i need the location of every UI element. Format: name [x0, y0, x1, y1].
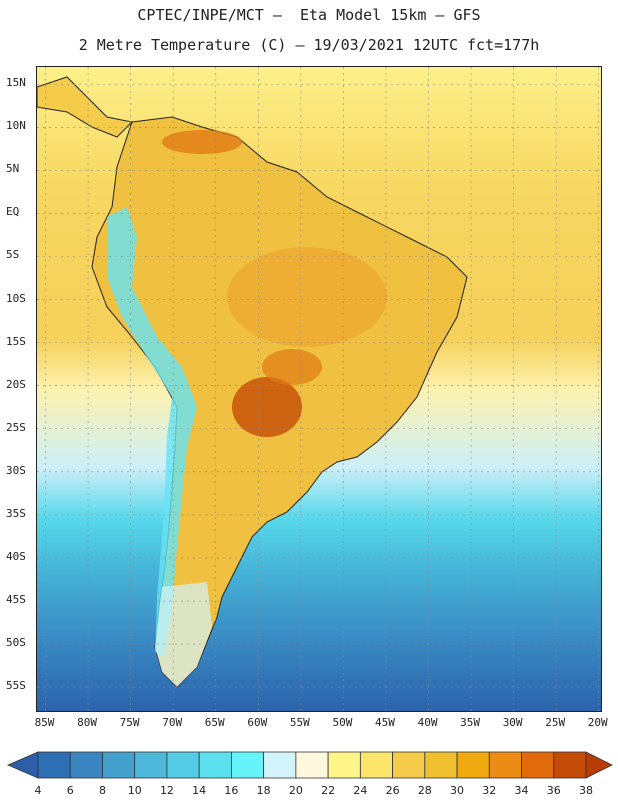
colorbar-tick-label: 12 [159, 784, 174, 797]
longitude-tick-label: 85W [34, 716, 55, 729]
latitude-tick-label: 55S [6, 679, 26, 693]
longitude-tick-label: 45W [375, 716, 395, 729]
map-frame [36, 66, 602, 712]
andes-cold-band [107, 207, 197, 657]
longitude-tick-label: 20W [587, 716, 608, 729]
colorbar-tick-label: 24 [353, 784, 368, 797]
hot-zone-chaco [232, 377, 302, 437]
colorbar-tick-label: 32 [482, 784, 497, 797]
patagonia-cool-band [155, 582, 212, 687]
longitude-tick-label: 50W [332, 716, 353, 729]
latitude-tick-label: 30S [6, 463, 26, 477]
colorbar-swatch [69, 751, 103, 779]
colorbar-swatch [134, 751, 168, 779]
longitude-tick-label: 40W [417, 716, 438, 729]
colorbar-swatch [166, 751, 200, 779]
colorbar-swatch [327, 751, 361, 779]
colorbar-tick-label: 6 [66, 784, 74, 797]
latitude-tick-label: EQ [6, 205, 20, 219]
latitude-tick-label: 10S [6, 291, 26, 305]
longitude-tick-label: 60W [247, 716, 268, 729]
colorbar-tick-label: 20 [288, 784, 303, 797]
colorbar-tick-label: 28 [417, 784, 432, 797]
lat-lon-grid [37, 67, 601, 711]
colorbar-swatch [424, 751, 458, 779]
longitude-tick-label: 65W [204, 716, 225, 729]
warm-zone-amazon [227, 247, 387, 347]
colorbar-tick-label: 4 [34, 784, 42, 797]
colorbar-tick-label: 10 [127, 784, 142, 797]
chart-title: CPTEC/INPE/MCT – Eta Model 15km – GFS [137, 6, 481, 24]
latitude-tick-label: 15N [6, 76, 26, 90]
colorbar-swatch [263, 751, 297, 779]
latitude-tick-label: 5S [6, 248, 20, 262]
color-scale-bar [6, 751, 613, 779]
colorbar-swatch [392, 751, 426, 779]
colorbar-swatch [456, 751, 490, 779]
latitude-tick-label: 15S [6, 334, 26, 348]
colorbar-under-arrow [6, 751, 39, 779]
colorbar-swatch [37, 751, 71, 779]
hot-zone-mato-grosso [262, 349, 322, 385]
colorbar-tick-label: 16 [224, 784, 239, 797]
colorbar-swatch [521, 751, 555, 779]
latitude-tick-label: 50S [6, 636, 26, 650]
longitude-tick-label: 25W [545, 716, 566, 729]
colorbar-swatch [553, 751, 587, 779]
longitude-tick-label: 55W [289, 716, 310, 729]
colorbar-tick-label: 38 [579, 784, 593, 797]
colorbar-tick-label: 22 [321, 784, 336, 797]
colorbar-swatch [488, 751, 522, 779]
chart-subtitle: 2 Metre Temperature (C) – 19/03/2021 12U… [78, 36, 540, 54]
latitude-tick-label: 35S [6, 506, 26, 520]
colorbar-tick-label: 30 [450, 784, 465, 797]
land-field [37, 76, 468, 688]
central-america-landmass [37, 76, 134, 138]
colorbar-swatch [198, 751, 232, 779]
longitude-tick-label: 30W [502, 716, 523, 729]
colorbar-tick-label: 34 [514, 784, 529, 797]
colorbar-tick-label: 14 [192, 784, 207, 797]
colorbar-tick-label: 18 [256, 784, 271, 797]
colorbar-swatch [231, 751, 265, 779]
longitude-tick-label: 80W [77, 716, 97, 729]
latitude-tick-label: 40S [6, 549, 26, 563]
colorbar-swatch [359, 751, 393, 779]
longitude-tick-label: 70W [162, 716, 183, 729]
colorbar-tick-label: 8 [98, 784, 106, 797]
latitude-tick-label: 20S [6, 377, 26, 391]
colorbar-swatch [295, 751, 329, 779]
hot-zone-venezuela [162, 130, 242, 154]
latitude-tick-label: 5N [6, 162, 20, 176]
colorbar-over-arrow [585, 751, 613, 779]
latitude-tick-label: 45S [6, 593, 26, 607]
longitude-tick-label: 35W [460, 716, 480, 729]
longitude-tick-label: 75W [119, 716, 140, 729]
temperature-map [37, 67, 601, 711]
latitude-tick-label: 10N [6, 119, 26, 133]
latitude-tick-label: 25S [6, 420, 26, 434]
colorbar-tick-label: 36 [546, 784, 561, 797]
colorbar-tick-label: 26 [385, 784, 400, 797]
colorbar-swatch [102, 751, 136, 779]
